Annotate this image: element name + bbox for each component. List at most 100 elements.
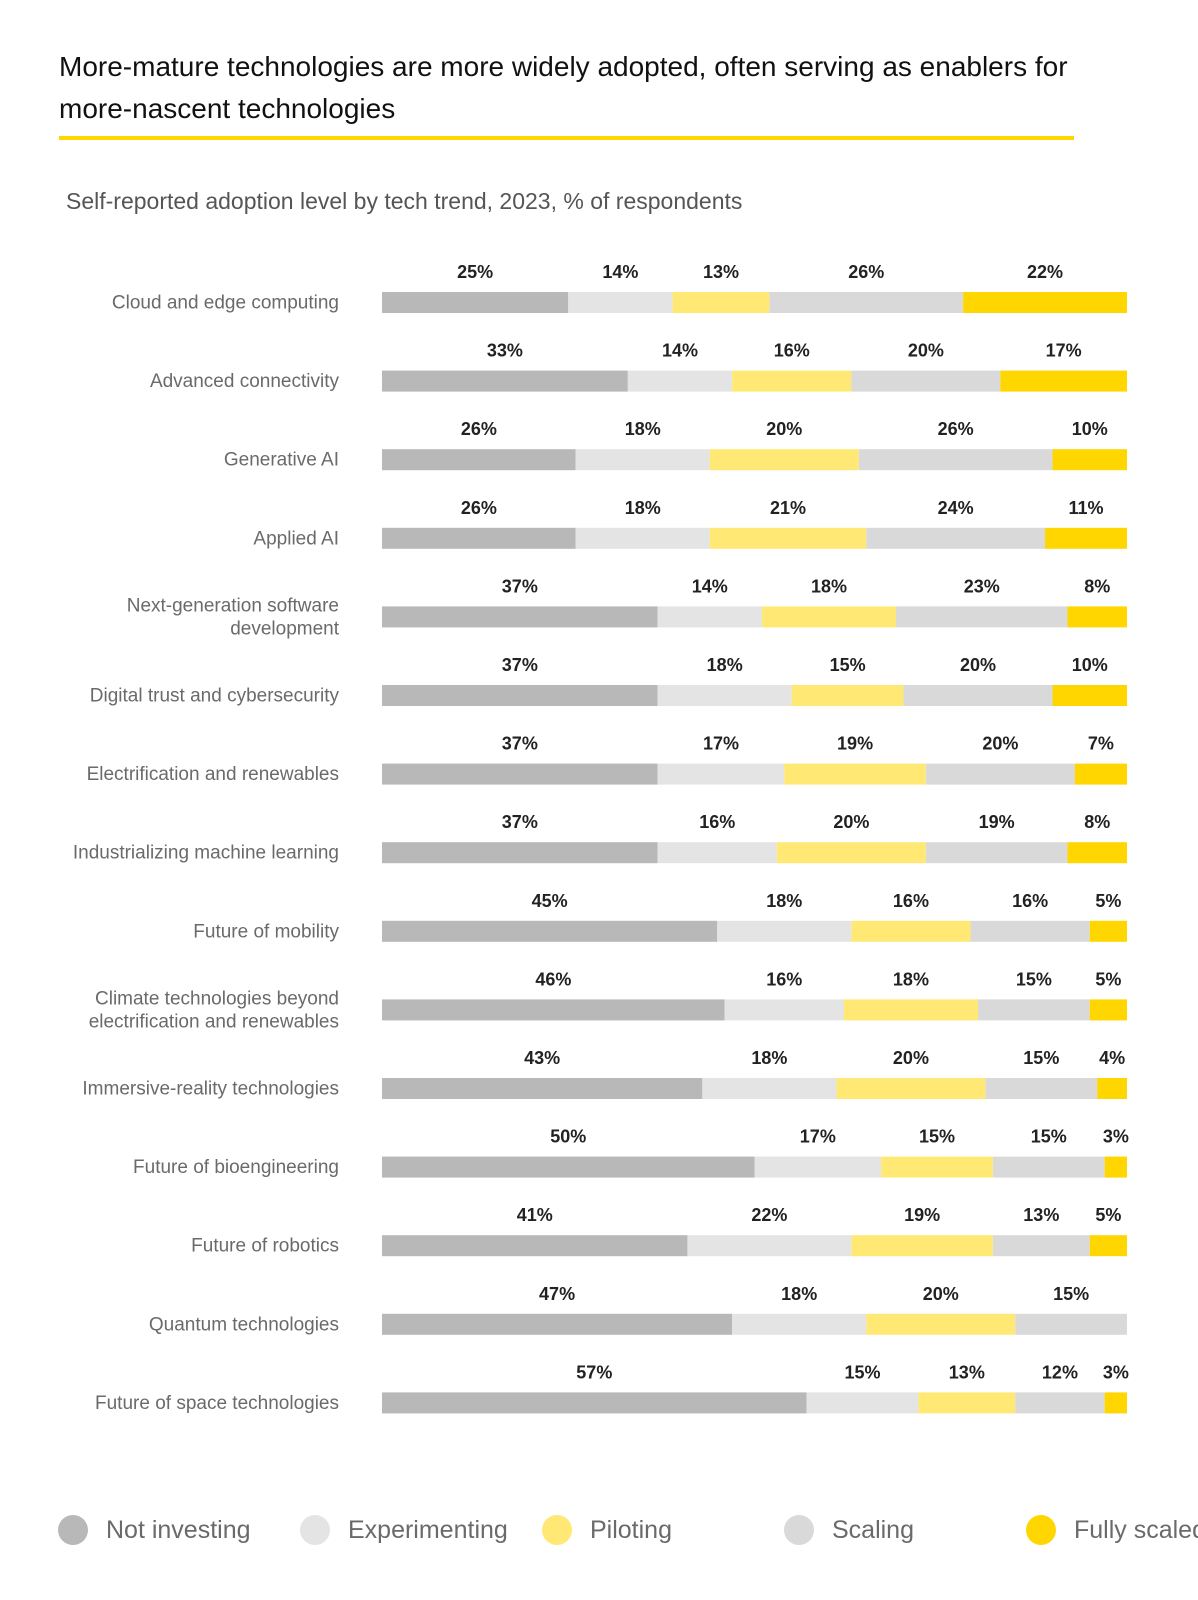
category-label: Future of robotics [191,1236,339,1257]
bar-segment-not-investing [382,292,569,313]
bar-row: Future of space technologies 57% 15% 13% 12%… [95,1362,1129,1414]
bar-segment-scaling [978,999,1090,1021]
value-label: 43% [524,1048,560,1068]
bar-segment-fully-scaled [1104,1392,1127,1414]
value-label: 20% [982,734,1018,754]
title-underline [59,136,1074,140]
category-label: Digital trust and cybersecurity [90,686,340,707]
bar-segment-scaling [769,292,964,313]
category-label: Cloud and edge computing [112,293,339,314]
bar-segment-not-investing [382,527,576,549]
value-label: 15% [830,655,866,675]
value-label: 14% [602,262,638,282]
bar-segment-fully-scaled [963,292,1127,313]
bar-segment-fully-scaled [1067,842,1127,864]
value-label: 26% [848,262,884,282]
bar-row: Industrializing machine learning 37% 16% 20… [73,812,1127,864]
bar-segment-scaling [925,842,1068,864]
bar-segment-piloting [732,370,852,392]
bar-row: Future of robotics 41% 22% 19% 13% 5% [191,1205,1127,1257]
bar-segment-not-investing [382,1313,733,1335]
legend-label: Not investing [106,1515,251,1544]
bar-segment-experimenting [724,999,844,1021]
value-label: 19% [979,812,1015,832]
value-label: 8% [1084,576,1110,596]
bar-segment-scaling [992,1156,1105,1178]
value-label: 26% [461,419,497,439]
bar-segment-scaling [1015,1313,1127,1335]
category-label: Advanced connectivity [150,371,340,392]
category-label: Industrializing machine learning [73,843,339,864]
bar-row: Generative AI 26% 18% 20% 26% 10% [224,419,1127,471]
value-label: 20% [908,341,944,361]
value-label: 5% [1095,969,1121,989]
value-label: 3% [1103,1127,1129,1147]
bar-segment-not-investing [382,685,658,706]
bar-segment-scaling [992,1235,1090,1257]
stacked-bar-chart: Cloud and edge computing 25% 14% 13% 26% 22% A… [73,262,1129,1414]
value-label: 8% [1084,812,1110,832]
bar-segment-fully-scaled [1089,999,1127,1021]
value-label: 18% [625,419,661,439]
bar-segment-scaling [925,763,1075,785]
bar-segment-fully-scaled [1045,527,1127,549]
bar-segment-piloting [776,842,926,864]
value-label: 14% [692,576,728,596]
category-label: Quantum technologies [149,1314,339,1335]
value-label: 18% [625,498,661,518]
bar-segment-experimenting [754,1156,882,1178]
bar-segment-experimenting [657,763,785,785]
category-label: Future of space technologies [95,1393,339,1414]
bar-segment-piloting [843,999,978,1021]
bar-segment-not-investing [382,606,658,628]
bar-segment-experimenting [627,370,733,392]
value-label: 41% [517,1205,553,1225]
value-label: 12% [1042,1362,1078,1382]
bar-segment-not-investing [382,920,718,942]
bar-row: Digital trust and cybersecurity 37% 18% 15%… [90,655,1127,707]
bar-segment-not-investing [382,370,628,392]
legend-item-piloting: Piloting [542,1512,672,1548]
bar-segment-scaling [866,527,1046,549]
bar-segment-scaling [1015,1392,1105,1414]
bar-segment-fully-scaled [1052,685,1127,706]
bar-segment-not-investing [382,999,725,1021]
legend-label: Scaling [832,1515,914,1544]
value-label: 20% [893,1048,929,1068]
bar-segment-fully-scaled [1067,606,1127,628]
bar-row: Future of bioengineering 50% 17% 15% 15% 3% [133,1127,1129,1179]
bar-segment-piloting [918,1392,1016,1414]
value-label: 15% [919,1127,955,1147]
bar-segment-piloting [709,449,859,471]
bar-segment-piloting [784,763,926,785]
bar-segment-not-investing [382,842,658,864]
bar-segment-scaling [896,606,1068,628]
bar-segment-experimenting [717,920,852,942]
bar-row: Applied AI 26% 18% 21% 24% 11% [253,498,1127,549]
bar-segment-experimenting [657,685,792,706]
value-label: 7% [1088,734,1114,754]
value-label: 22% [751,1205,787,1225]
legend-label: Piloting [590,1515,672,1544]
category-label: Applied AI [253,528,339,549]
bar-segment-not-investing [382,449,576,471]
bar-segment-fully-scaled [1104,1156,1127,1178]
bar-row: Future of mobility 45% 18% 16% 16% 5% [193,891,1127,942]
chart-title: More-mature technologies are more widely… [59,51,1068,124]
bar-segment-fully-scaled [1089,1235,1127,1257]
category-label: Future of bioengineering [133,1157,339,1178]
value-label: 25% [457,262,493,282]
legend-item-scaling: Scaling [784,1512,914,1548]
bar-row: Electrification and renewables 37% 17% 19% 2… [87,734,1127,785]
legend-item-not-investing: Not investing [58,1512,251,1548]
value-label: 17% [703,734,739,754]
value-label: 20% [833,812,869,832]
value-label: 20% [766,419,802,439]
bar-segment-piloting [866,1313,1016,1335]
bar-segment-scaling [858,449,1053,471]
value-label: 15% [1016,969,1052,989]
value-label: 33% [487,341,523,361]
value-label: 16% [893,891,929,911]
value-label: 3% [1103,1362,1129,1382]
bar-segment-scaling [970,920,1090,942]
